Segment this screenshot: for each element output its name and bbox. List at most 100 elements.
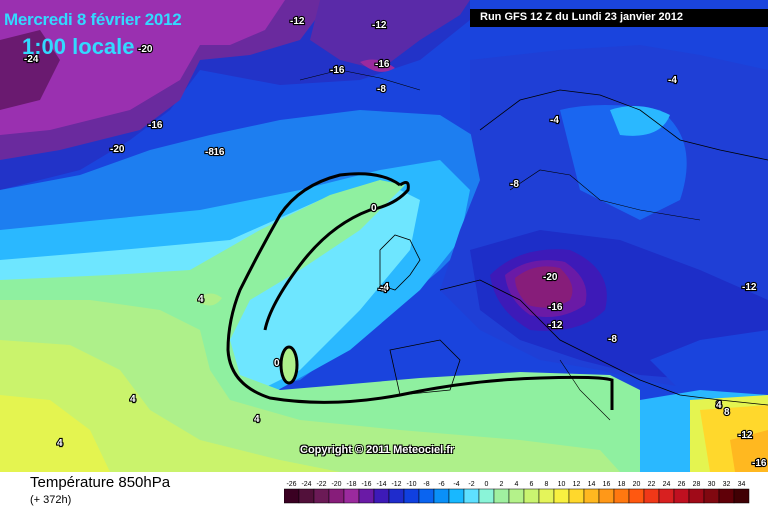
contour-label: -12	[290, 16, 305, 27]
legend-tick-label: -18	[346, 481, 356, 488]
warm-pocket	[195, 293, 222, 306]
legend-tick-label: 18	[618, 481, 626, 488]
band-eight	[0, 395, 110, 472]
legend-tick-label: 30	[708, 481, 716, 488]
legend-color-swatch	[598, 488, 615, 504]
contour-label: 4	[254, 414, 260, 425]
contour-label: -12	[738, 430, 753, 441]
legend-color-swatch	[583, 488, 600, 504]
run-info-text: Run GFS 12 Z du Lundi 23 janvier 2012	[480, 11, 683, 23]
scandinavia-warmer	[560, 105, 687, 220]
legend-tick-label: -2	[468, 481, 474, 488]
baltic-coastline	[509, 169, 701, 221]
legend-color-swatch	[463, 488, 480, 504]
legend-color-swatch	[673, 488, 690, 504]
legend-tick-label: 20	[633, 481, 641, 488]
british-isles-outline	[379, 234, 421, 291]
contour-label: -8	[205, 147, 214, 158]
legend-color-swatch	[313, 488, 330, 504]
arctic-cold-pocket	[310, 0, 470, 70]
variable-title: Température 850hPa	[30, 474, 171, 491]
local-time-title: 1:00 locale	[22, 34, 135, 59]
contour-label: -4	[380, 282, 389, 293]
contour-label: -12	[548, 320, 563, 331]
contour-label: 4	[57, 438, 63, 449]
legend-color-swatch	[658, 488, 675, 504]
legend-tick-label: -10	[406, 481, 416, 488]
legend-color-swatch	[688, 488, 705, 504]
color-scale-legend: -26 -24 -22 -20 -18 -16 -14 -12 -10 -8 -6 -4 -2 0 2 4 6 8…	[284, 481, 750, 504]
legend-tick-label: 8	[545, 481, 549, 488]
legend-color-swatch	[628, 488, 645, 504]
contour-label: -4	[668, 75, 677, 86]
copyright-notice: Copyright © 2011 Meteociel.fr	[300, 444, 455, 456]
legend-tick-label: -16	[361, 481, 371, 488]
legend-tick-label: 14	[588, 481, 596, 488]
contour-label: -8	[608, 334, 617, 345]
legend-color-swatch	[568, 488, 585, 504]
contour-label: -16	[548, 302, 563, 313]
legend-color-swatch	[373, 488, 390, 504]
legend-tick-label: -22	[316, 481, 326, 488]
legend-tick-label: 0	[485, 481, 489, 488]
iceland-coastline	[299, 69, 421, 91]
legend-color-swatch	[493, 488, 510, 504]
contour-label: -12	[372, 20, 387, 31]
legend-color-swatch	[613, 488, 630, 504]
legend-color-swatch	[703, 488, 720, 504]
scandinavia-coastline	[479, 89, 768, 161]
legend-tick-label: -24	[301, 481, 311, 488]
legend-tick-label: -8	[423, 481, 429, 488]
legend-color-swatch	[328, 488, 345, 504]
legend-color-swatch	[284, 488, 300, 504]
contour-label: -8	[510, 179, 519, 190]
legend-color-swatch	[358, 488, 375, 504]
legend-tick-label: 6	[530, 481, 534, 488]
greenland-deep-cold	[0, 0, 285, 135]
italy-outline	[559, 359, 611, 421]
contour-label: -20	[138, 44, 153, 55]
legend-color-swatch	[403, 488, 420, 504]
legend-tick-label: 22	[648, 481, 656, 488]
contour-label: -24	[24, 54, 39, 65]
zero-isotherm-inner	[263, 180, 410, 331]
contour-label: 0	[371, 203, 377, 214]
legend-color-swatch	[553, 488, 570, 504]
run-info-box	[470, 9, 768, 27]
contour-label: -20	[110, 144, 125, 155]
contour-label: -4	[550, 115, 559, 126]
contour-label: -16	[375, 59, 390, 70]
africa-hot-zone	[730, 430, 768, 472]
contour-label-layer: -24-20-16-12-16-12-16-8-20 -16-8-4-4-8-40…	[23, 15, 768, 470]
legend-color-swatch	[643, 488, 660, 504]
legend-tick-label: -20	[331, 481, 341, 488]
legend-color-swatch	[523, 488, 540, 504]
contour-label: 8	[716, 400, 722, 411]
legend-tick-label: 2	[500, 481, 504, 488]
legend-tick-label: 28	[693, 481, 701, 488]
contour-label: -8	[377, 84, 386, 95]
legend-color-swatch	[343, 488, 360, 504]
zero-isotherm-island	[279, 345, 299, 385]
date-title: Mercredi 8 février 2012	[4, 10, 182, 29]
contour-label: -20	[543, 272, 558, 283]
iberia-outline	[389, 339, 461, 396]
arctic-minus16-pocket	[360, 59, 395, 72]
contour-label: 4	[198, 294, 204, 305]
legend-tick-label: 12	[573, 481, 581, 488]
contour-label: -16	[752, 458, 767, 469]
contour-label: 0	[371, 203, 377, 214]
legend-tick-label: -26	[286, 481, 296, 488]
legend-tick-label: -12	[391, 481, 401, 488]
legend-color-swatch	[448, 488, 465, 504]
contour-label: -16	[210, 147, 225, 158]
legend-color-swatch	[478, 488, 495, 504]
legend-color-swatch	[508, 488, 525, 504]
legend-tick-label: -14	[376, 481, 386, 488]
legend-tick-label: 26	[678, 481, 686, 488]
legend-tick-label: -4	[453, 481, 459, 488]
continent-coastline	[439, 279, 768, 406]
legend-color-swatch	[298, 488, 315, 504]
contour-label: 8	[724, 407, 730, 418]
